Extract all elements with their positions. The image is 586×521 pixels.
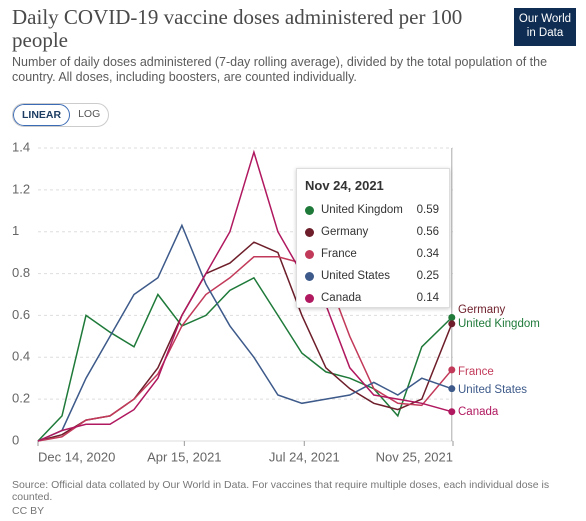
logo-line: Our World: [518, 13, 572, 25]
tooltip-name: United Kingdom: [321, 204, 403, 216]
tooltip-swatch: [305, 205, 314, 215]
x-tick-label: Nov 25, 2021: [376, 449, 453, 464]
logo-line: in Data: [526, 27, 564, 39]
line: [37, 223, 453, 442]
tooltip-swatch: [305, 227, 314, 237]
y-tick-label: 0: [12, 432, 19, 447]
x-tick-label: Dec 14, 2020: [38, 449, 115, 464]
tooltip-row: Canada 0.14: [297, 287, 449, 309]
y-tick-label: 0.8: [12, 265, 30, 280]
end-dot: [448, 408, 456, 416]
tooltip-value: 0.34: [416, 248, 439, 260]
tooltip-name: Canada: [321, 292, 362, 304]
tooltip-value: 0.59: [416, 204, 439, 216]
y-tick-label: 1.2: [12, 181, 30, 196]
tooltip-date: Nov 24, 2021: [305, 178, 384, 193]
y-tick-label: 0.4: [12, 349, 30, 364]
scale-toggle: LINEAR LOG: [12, 103, 110, 127]
tooltip-row: United Kingdom 0.59: [297, 199, 449, 221]
line: [37, 276, 453, 442]
y-tick-label: 0.2: [12, 391, 30, 406]
tooltip-name: France: [321, 248, 357, 260]
tooltip-name: Germany: [321, 226, 369, 238]
tooltip-row: Germany 0.56: [297, 221, 449, 243]
y-tick-label: 1: [12, 223, 19, 238]
line: [37, 256, 453, 442]
scale-button[interactable]: LOG: [78, 108, 101, 120]
x-tick-label: Apr 15, 2021: [147, 449, 221, 464]
tooltip: Nov 24, 2021 United Kingdom 0.59 Germany 0.5…: [296, 168, 450, 308]
tooltip-row: United States 0.25: [297, 265, 449, 287]
logo[interactable]: Our World in Data: [514, 8, 576, 46]
end-dot: [448, 314, 456, 322]
x-tick-label: Jul 24, 2021: [269, 449, 340, 464]
tooltip-row: France 0.34: [297, 243, 449, 265]
tooltip-value: 0.56: [416, 226, 439, 238]
end-dot: [448, 320, 456, 328]
license[interactable]: CC BY: [12, 505, 45, 517]
series-label: United States: [458, 384, 527, 396]
series-label: United Kingdom: [458, 318, 540, 330]
end-dot: [448, 366, 456, 374]
tooltip-value: 0.25: [416, 270, 439, 282]
scale-button[interactable]: LINEAR: [13, 104, 71, 126]
chart-title: Daily COVID-19 vaccine doses administere…: [12, 5, 463, 52]
y-tick-label: 1.4: [12, 139, 30, 154]
series-label: Canada: [458, 406, 499, 418]
series-label: Germany: [458, 304, 506, 316]
y-tick-label: 0.6: [12, 307, 30, 322]
tooltip-swatch: [305, 249, 314, 259]
tooltip-swatch: [305, 271, 314, 281]
subtitle: Number of daily doses administered (7-da…: [12, 55, 548, 84]
end-dot: [448, 385, 456, 393]
series-label: France: [458, 366, 494, 378]
tooltip-name: United States: [321, 270, 391, 282]
source: Source: Official data collated by Our Wo…: [12, 479, 550, 503]
tooltip-swatch: [305, 293, 314, 303]
line: [37, 149, 453, 442]
tooltip-value: 0.14: [416, 292, 439, 304]
